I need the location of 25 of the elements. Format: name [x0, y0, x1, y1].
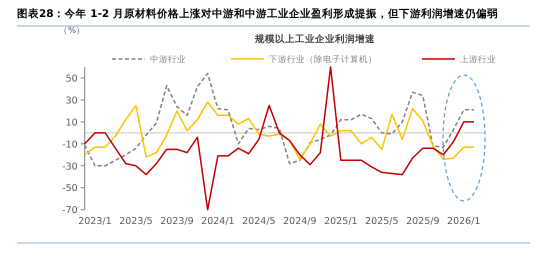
legend-label: 上游行业	[460, 54, 496, 65]
y-tick-label: 10	[66, 117, 78, 128]
y-tick-label: -50	[62, 183, 78, 194]
legend-label: 下游行业（除电子计算机）	[269, 54, 377, 65]
y-tick-label: -10	[62, 139, 78, 150]
x-tick-label: 2024/1	[201, 216, 235, 227]
x-tick-label: 2026/1	[447, 216, 480, 227]
x-tick-label: 2025/5	[365, 216, 399, 227]
line-series	[84, 101, 475, 160]
x-tick-label: 2024/5	[242, 216, 276, 227]
y-tick-label: -70	[62, 205, 78, 216]
chart-title: 图表28：今年 1-2 月原材料价格上涨对中游和中游工业企业盈利形成提振，但下游利润增速仍偏弱	[17, 7, 498, 20]
x-tick-label: 2023/5	[119, 216, 153, 227]
x-tick-label: 2023/1	[78, 216, 112, 227]
y-tick-label: -30	[62, 161, 78, 172]
legend-label: 中游行业	[150, 54, 186, 65]
x-tick-label: 2025/9	[406, 216, 440, 227]
y-axis-title: （%）	[58, 26, 86, 36]
x-tick-label: 2023/9	[160, 216, 194, 227]
y-tick-label: 50	[66, 73, 78, 84]
chart-subtitle: 规模以上工业企业利润增速	[254, 33, 376, 45]
x-tick-label: 2024/9	[283, 216, 317, 227]
line-series	[84, 66, 475, 210]
y-tick-label: 30	[66, 95, 78, 106]
x-tick-label: 2025/1	[324, 216, 358, 227]
